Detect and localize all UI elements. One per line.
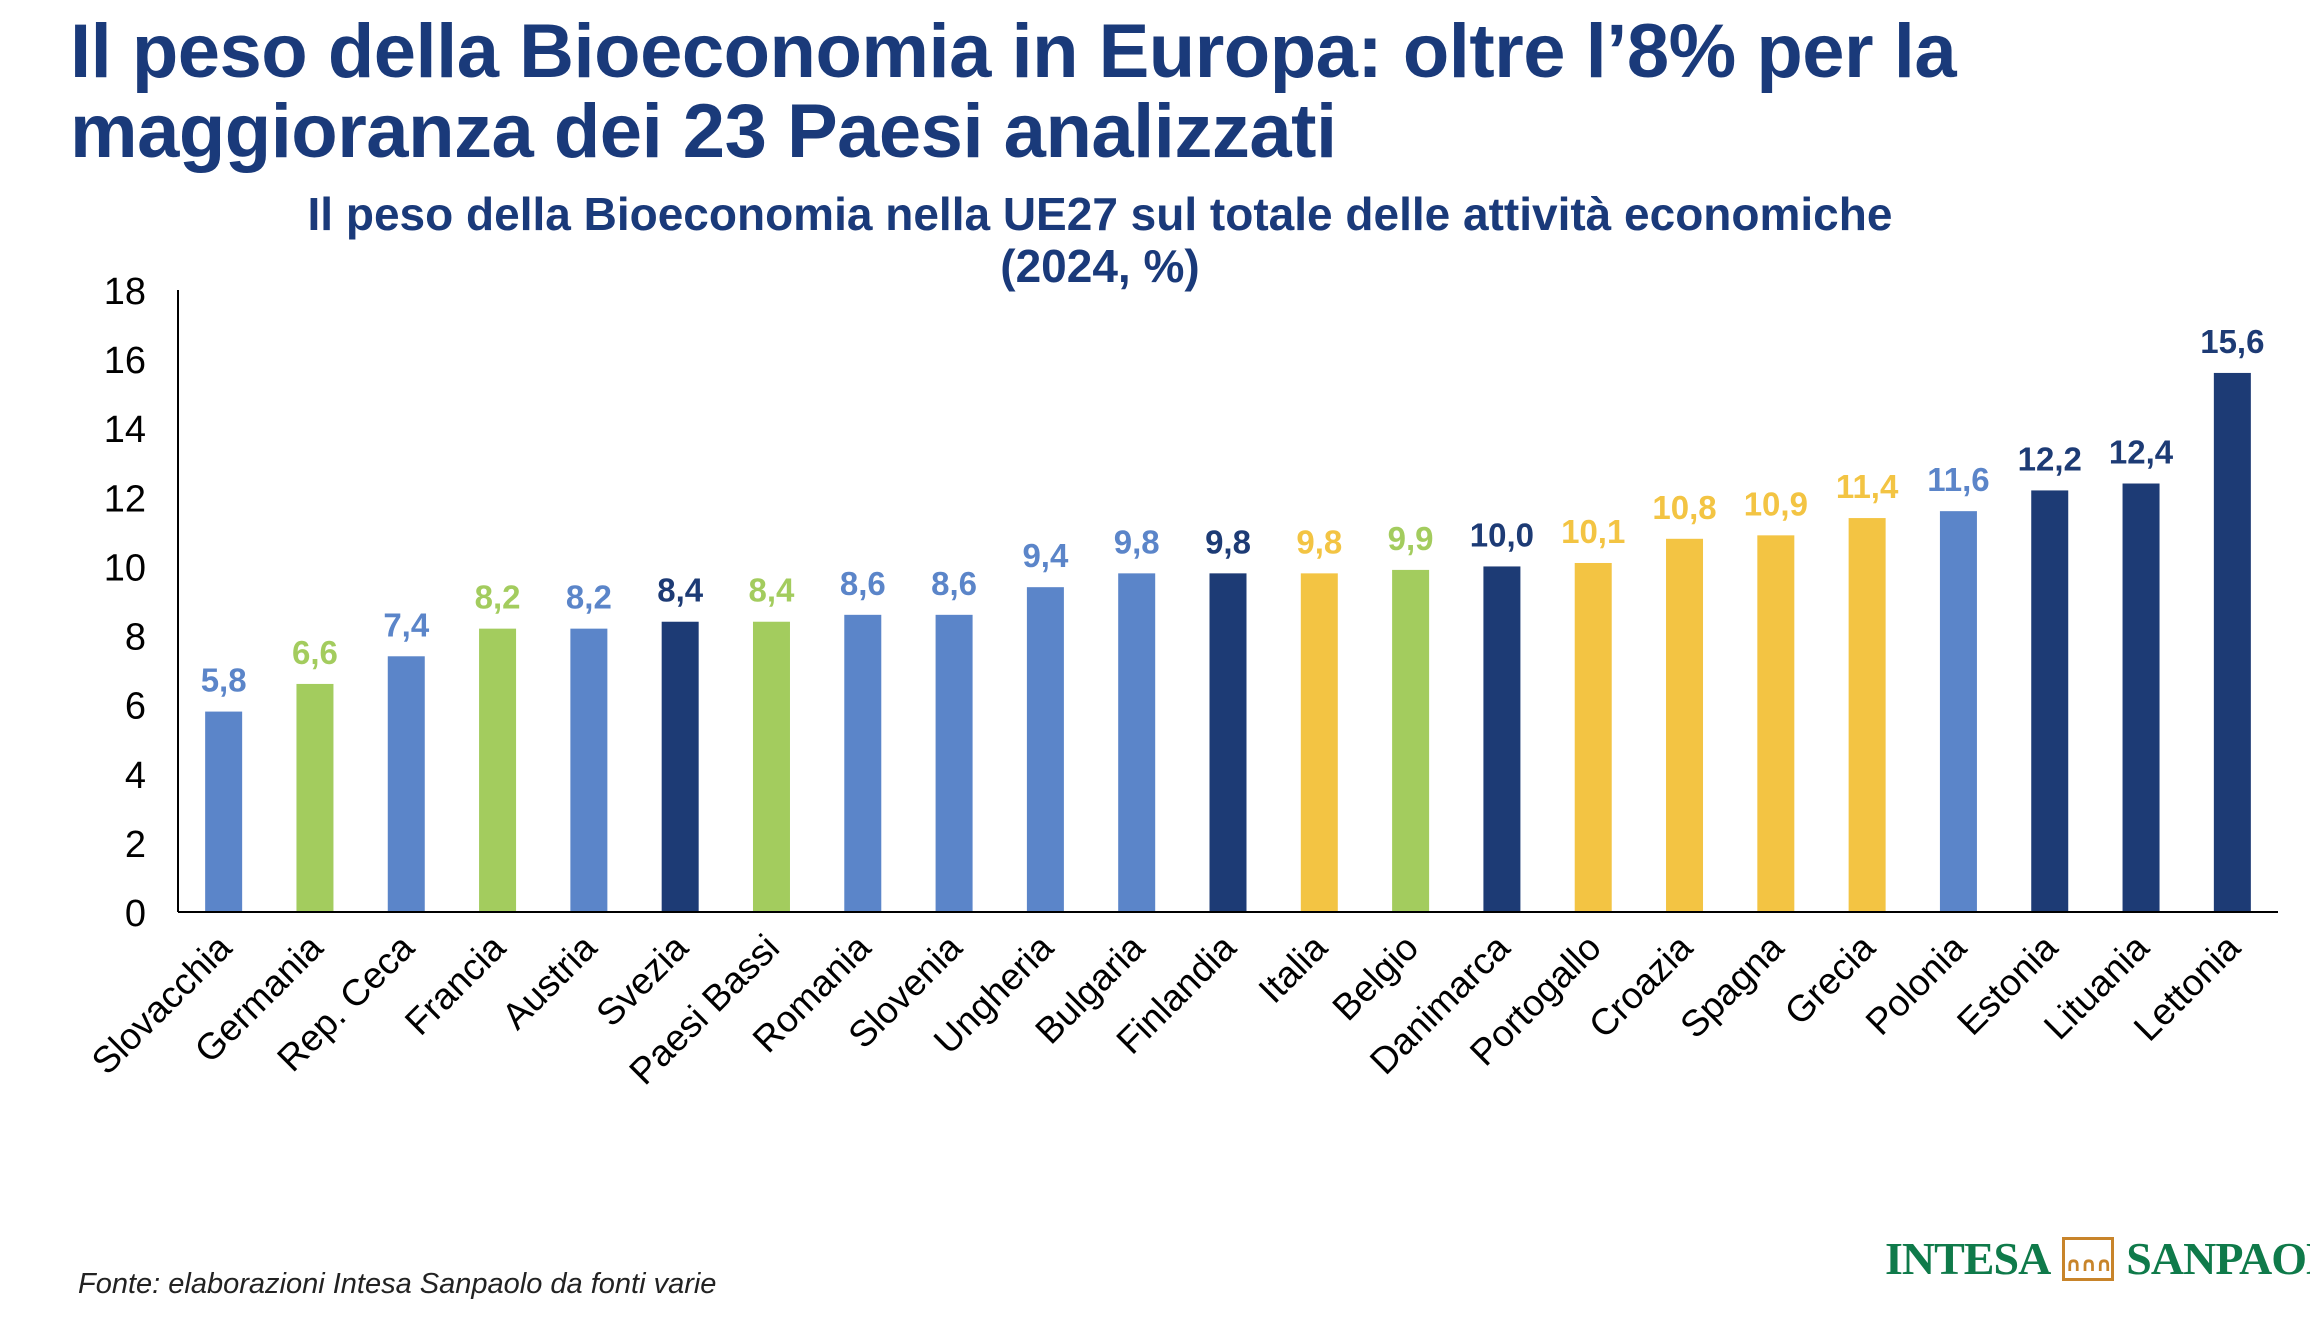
bar [1392, 569, 1430, 912]
y-tick-label: 8 [125, 617, 146, 659]
x-tick-label: Francia [397, 926, 514, 1043]
data-label: 8,4 [749, 572, 796, 609]
bar [661, 621, 699, 912]
data-label: 11,4 [1836, 468, 1899, 505]
data-label: 15,6 [2200, 323, 2264, 360]
x-tick-label: Polonia [1858, 926, 1975, 1043]
bar [1483, 566, 1521, 912]
data-label: 10,9 [1744, 485, 1808, 522]
data-label: 10,0 [1470, 516, 1534, 553]
data-label: 5,8 [201, 662, 247, 699]
bar [752, 621, 790, 912]
data-label: 6,6 [292, 634, 338, 671]
data-label: 9,9 [1388, 520, 1434, 557]
bar-chart: 0246810121416185,8Slovacchia6,6Germania7… [84, 271, 2278, 1092]
y-tick-label: 18 [104, 271, 146, 313]
x-tick-label: Spagna [1672, 926, 1791, 1045]
bar [1026, 587, 1064, 912]
x-tick-label: Italia [1251, 926, 1336, 1011]
data-label: 9,8 [1114, 523, 1160, 560]
bar [296, 683, 334, 912]
y-tick-label: 16 [104, 340, 146, 382]
bar [2031, 490, 2069, 912]
bar [1848, 518, 1886, 912]
source-note: Fonte: elaborazioni Intesa Sanpaolo da f… [78, 1268, 717, 1300]
chart-title: Il peso della Bioeconomia nella UE27 sul… [230, 188, 1970, 292]
data-label: 8,4 [657, 572, 704, 609]
data-label: 9,4 [1022, 537, 1069, 574]
logo-text-left: INTESA [1885, 1233, 2051, 1284]
y-tick-label: 2 [125, 824, 146, 866]
data-label: 8,2 [566, 579, 612, 616]
data-label: 8,6 [840, 565, 886, 602]
y-tick-label: 12 [104, 478, 146, 520]
bar [205, 711, 243, 912]
data-label: 10,1 [1561, 513, 1625, 550]
bar [1757, 535, 1795, 912]
data-label: 10,8 [1652, 489, 1716, 526]
y-tick-label: 4 [125, 755, 146, 797]
data-label: 8,2 [475, 579, 521, 616]
y-tick-label: 6 [125, 686, 146, 728]
data-label: 12,4 [2109, 434, 2174, 471]
logo-text-right: SANPAOLO [2126, 1233, 2310, 1284]
data-label: 9,8 [1205, 523, 1251, 560]
chart-subtitle: (2024, %) [1000, 240, 1200, 292]
bar [1666, 538, 1704, 912]
data-label: 7,4 [383, 606, 430, 643]
data-label: 11,6 [1927, 461, 1989, 498]
bar [2122, 483, 2160, 912]
bar [1939, 511, 1977, 912]
bar [844, 614, 882, 912]
data-label: 9,8 [1296, 523, 1342, 560]
y-tick-label: 10 [104, 547, 146, 589]
bar [1209, 573, 1247, 912]
bar [1300, 573, 1338, 912]
chart-title-line: Il peso della Bioeconomia nella UE27 sul… [307, 188, 1893, 240]
bar [1118, 573, 1156, 912]
bar [387, 656, 425, 912]
page-title: Il peso della Bioeconomia in Europa: olt… [70, 9, 1957, 174]
data-label: 8,6 [931, 565, 977, 602]
x-tick-label: Austria [494, 926, 605, 1037]
bar [1574, 562, 1612, 912]
data-label: 12,2 [2018, 440, 2082, 477]
bar [570, 628, 608, 912]
y-tick-label: 14 [104, 409, 146, 451]
bar [479, 628, 517, 912]
intesa-sanpaolo-logo: INTESA ∩∩∩ SANPAOLO [1885, 1232, 2310, 1285]
bar [935, 614, 973, 912]
y-tick-label: 0 [125, 893, 146, 935]
bridge-arches-icon: ∩∩∩ [2062, 1236, 2115, 1281]
bar [2213, 372, 2251, 912]
